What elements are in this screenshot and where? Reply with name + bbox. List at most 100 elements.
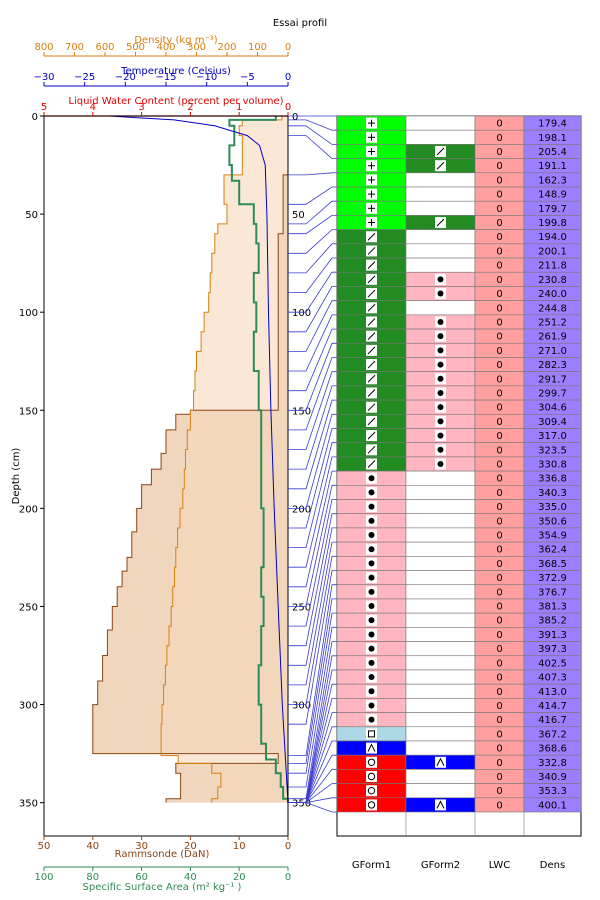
- layer-connectors: [288, 115, 337, 813]
- top-axis-label: Density (kg m⁻³): [134, 35, 217, 46]
- top-axis-tick-label: −20: [115, 72, 136, 83]
- grain-symbol-dot: [368, 603, 375, 610]
- lwc-value: 0: [496, 374, 502, 385]
- grain-symbol-slash: [436, 147, 445, 156]
- layer-connector: [288, 484, 337, 607]
- top-axis-tick-label: −10: [196, 72, 217, 83]
- layer-connector: [288, 172, 337, 176]
- density-line: [160, 116, 283, 803]
- dens-value: 317.0: [538, 431, 567, 442]
- lwc-value: 0: [496, 602, 502, 613]
- table-row: 0 367.2: [336, 726, 582, 742]
- layer-connector: [288, 125, 337, 145]
- dens-value: 282.3: [538, 360, 567, 371]
- dens-value: 179.7: [538, 204, 567, 215]
- layer-connector: [288, 470, 337, 588]
- lwc-value: 0: [496, 133, 502, 144]
- lwc-value: 0: [496, 190, 502, 201]
- grain-symbol-box: [366, 799, 377, 811]
- top-axis-label: Liquid Water Content (percent per volume…: [68, 96, 283, 107]
- bottom-axis-tick-label: 0: [285, 841, 291, 852]
- dens-value: 304.6: [538, 403, 567, 414]
- lwc-value: 0: [496, 261, 502, 272]
- gform2-cell: [405, 769, 476, 784]
- table-row: 0 304.6: [336, 399, 582, 415]
- grain-symbol-slash: [436, 161, 445, 170]
- table-row: 0 407.3: [336, 669, 582, 685]
- grain-symbol-slash: [367, 360, 376, 369]
- dens-value: 299.7: [538, 388, 567, 399]
- grain-symbol-dot: [368, 574, 375, 581]
- grain-symbol-dot: [368, 617, 375, 624]
- top-axis-tick-label: 500: [126, 42, 145, 53]
- table-row: 0 413.0: [336, 683, 582, 699]
- dens-value: 240.0: [538, 289, 567, 300]
- layer-connector: [288, 271, 337, 313]
- grain-symbol-dot: [437, 276, 444, 283]
- table-row: 0 240.0: [336, 286, 582, 301]
- grain-symbol-dot: [437, 418, 444, 425]
- table-row: 0 194.0: [336, 229, 582, 245]
- lwc-value: 0: [496, 147, 502, 158]
- grain-symbol-dot: [437, 404, 444, 411]
- grain-symbol-caret: [367, 743, 376, 752]
- lwc-value: 0: [496, 658, 502, 669]
- lwc-value: 0: [496, 616, 502, 627]
- grain-symbol-dot: [437, 290, 444, 297]
- table-row: 0 385.2: [336, 612, 582, 628]
- lwc-value: 0: [496, 218, 502, 229]
- dens-value: 211.8: [538, 261, 567, 272]
- grain-symbol-box: [366, 770, 377, 782]
- grain-symbol-slash: [367, 232, 376, 241]
- depth-axis-label: Depth (cm): [11, 448, 22, 505]
- layer-connector: [288, 243, 337, 274]
- bottom-axis-tick-label: 100: [34, 872, 53, 883]
- gform2-cell: [405, 499, 476, 515]
- grain-symbol-slash: [367, 303, 376, 312]
- grain-symbol-dot: [437, 318, 444, 325]
- table-row: 0 317.0: [336, 428, 582, 443]
- grain-symbol-slash: [436, 218, 445, 227]
- table-row: 0 350.6: [336, 513, 582, 529]
- grain-symbol-slash: [367, 403, 376, 412]
- layer-connector: [288, 513, 337, 647]
- dens-value: 261.9: [538, 332, 567, 343]
- top-axis-tick-label: 0: [285, 72, 291, 83]
- layer-connector: [288, 456, 337, 568]
- chart-title: Essai profil: [273, 18, 327, 29]
- grain-symbol-slash: [367, 431, 376, 440]
- layer-connector: [288, 413, 337, 509]
- layers-table: 0 179.4 0 198.1 0 205.4 0 191.1 0 162.3 0 148.9 0 179…: [336, 115, 582, 871]
- grain-symbol-slash: [367, 247, 376, 255]
- grain-symbol-slash: [367, 460, 376, 468]
- depth-tick-label: 350: [19, 799, 38, 810]
- layer-connector: [288, 584, 337, 756]
- top-axis-tick-label: −5: [240, 72, 255, 83]
- lwc-value: 0: [496, 417, 502, 428]
- gform2-cell: [405, 556, 476, 571]
- dens-value: 397.3: [538, 644, 567, 655]
- lwc-value: 0: [496, 758, 502, 769]
- layer-connector: [288, 328, 337, 392]
- grain-symbol-dot: [437, 361, 444, 368]
- lwc-value: 0: [496, 701, 502, 712]
- table-row: 0 372.9: [336, 570, 582, 586]
- table-row: 0 402.5: [336, 655, 582, 671]
- table-row: 0 368.5: [336, 556, 582, 571]
- layer-connector: [288, 285, 337, 333]
- dens-value: 198.1: [538, 133, 567, 144]
- table-row: 0 299.7: [336, 385, 582, 401]
- top-axis-tick-label: 0: [285, 102, 291, 113]
- table-row: 0 282.3: [336, 357, 582, 372]
- gform2-cell: [405, 300, 476, 316]
- depth-tick-label: 150: [19, 406, 38, 417]
- grain-symbol-dot: [368, 503, 375, 510]
- layer-connector: [288, 257, 337, 294]
- gform2-cell: [405, 627, 476, 642]
- dens-value: 416.7: [538, 715, 567, 726]
- gform2-cell: [405, 200, 476, 216]
- layer-connector: [288, 399, 337, 490]
- lwc-value: 0: [496, 516, 502, 527]
- table-row: 0 199.8: [336, 215, 582, 230]
- dens-value: 148.9: [538, 190, 567, 201]
